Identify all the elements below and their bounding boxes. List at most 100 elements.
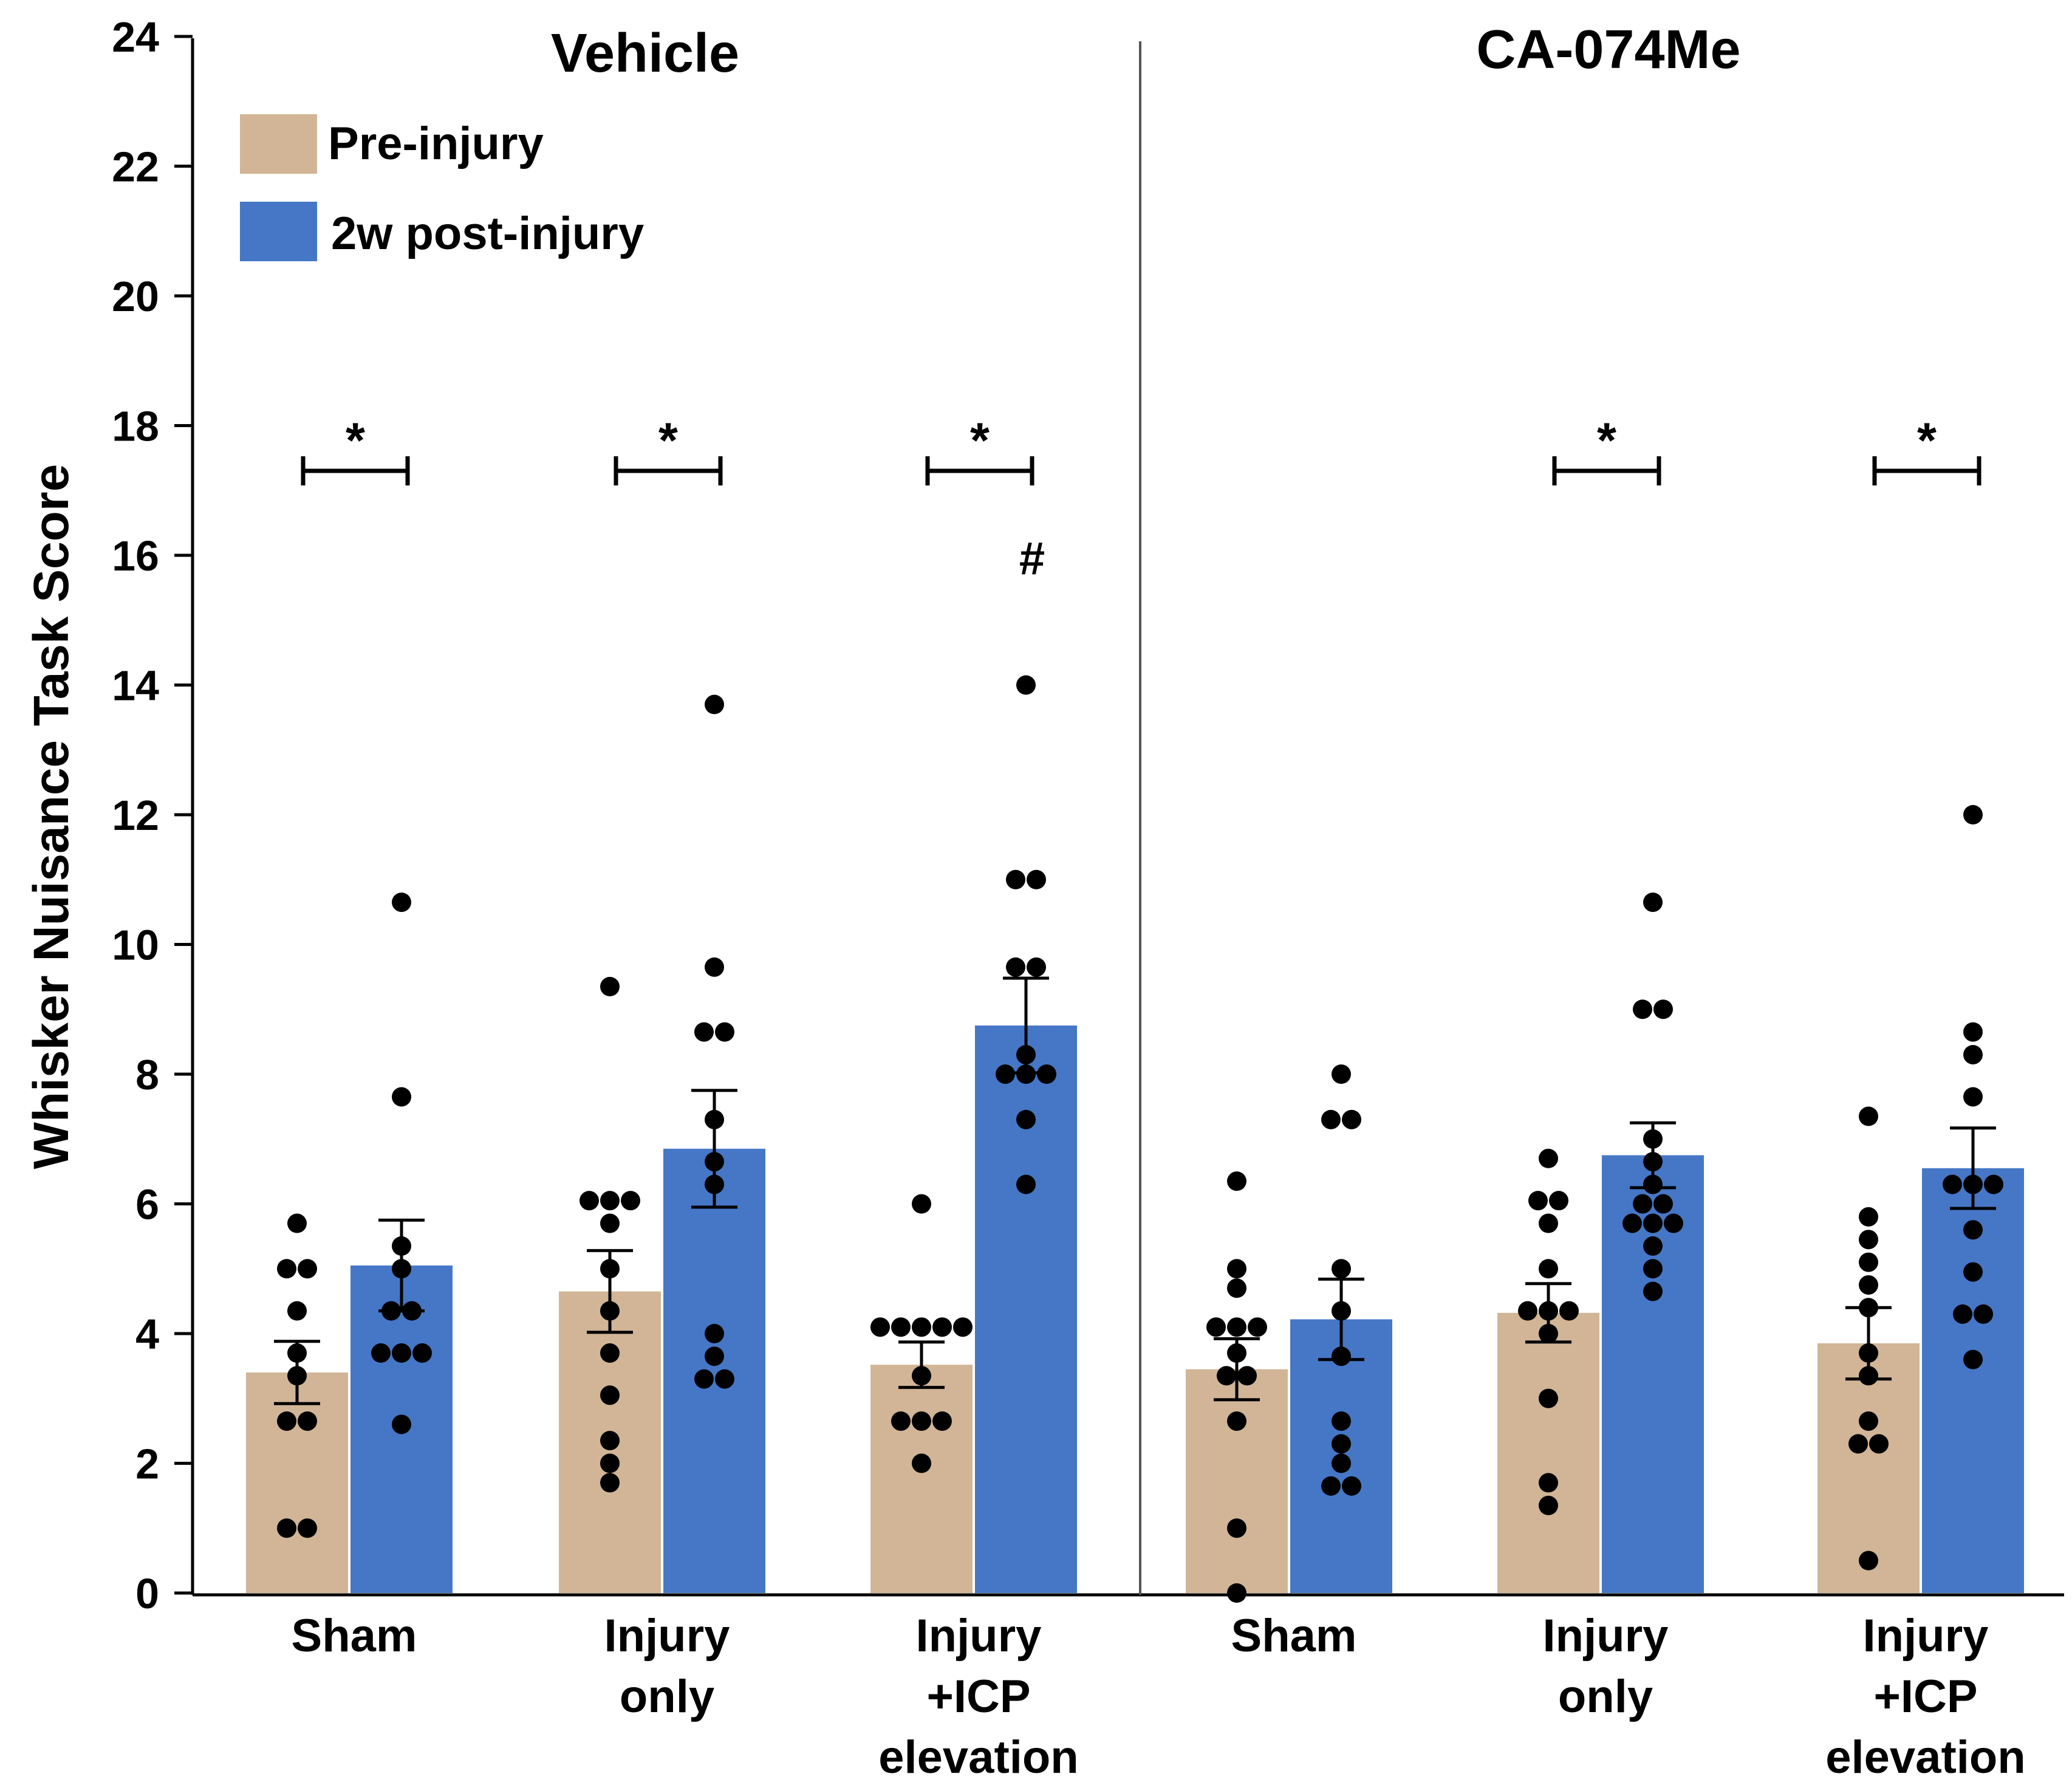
y-tick-label: 4: [135, 1310, 159, 1358]
data-point: [1963, 1044, 1983, 1064]
data-point: [1643, 1236, 1663, 1256]
data-point: [705, 1324, 724, 1343]
data-point: [1974, 1304, 1993, 1324]
data-point: [1963, 1087, 1983, 1107]
data-point: [1984, 1174, 2003, 1194]
y-tick-label: 0: [135, 1570, 159, 1617]
data-point: [1963, 1349, 1983, 1369]
data-point: [298, 1259, 317, 1279]
data-point: [1006, 957, 1025, 977]
data-point: [298, 1411, 317, 1431]
data-point: [1227, 1411, 1246, 1431]
category-label: Injury +ICP elevation: [878, 1610, 1078, 1783]
category-label-line: Sham: [292, 1610, 417, 1662]
data-point: [1206, 1317, 1226, 1337]
data-point: [1633, 999, 1652, 1019]
data-point: [1016, 1109, 1036, 1129]
data-point: [600, 976, 620, 996]
bar-pre-injury: [1497, 1312, 1599, 1593]
data-point: [1227, 1583, 1246, 1603]
data-point: [1227, 1317, 1246, 1337]
data-point: [1848, 1434, 1868, 1454]
data-point: [1643, 1213, 1663, 1233]
data-point: [1539, 1259, 1558, 1279]
y-tick-label: 6: [135, 1181, 159, 1228]
data-point: [1332, 1453, 1351, 1473]
data-point: [1332, 1434, 1351, 1454]
data-point: [1332, 1411, 1351, 1431]
data-point: [1539, 1473, 1558, 1493]
y-tick-label: 20: [112, 273, 159, 320]
y-tick-label: 8: [135, 1051, 159, 1098]
data-point: [1664, 1213, 1683, 1233]
data-point: [392, 1414, 411, 1434]
data-point: [1016, 1174, 1036, 1194]
data-point: [600, 1213, 620, 1233]
data-point: [1549, 1191, 1568, 1211]
y-tick-label: 22: [112, 143, 159, 191]
data-point: [371, 1343, 391, 1363]
data-point: [1217, 1366, 1236, 1386]
legend-label-post: 2w post-injury: [331, 208, 644, 259]
legend-label-pre: Pre-injury: [328, 118, 544, 170]
data-point: [287, 1213, 307, 1233]
y-tick-label: 10: [112, 922, 159, 969]
error-bars-layer: [274, 976, 1996, 1405]
data-point: [1963, 1220, 1983, 1240]
significance-star: *: [658, 413, 678, 468]
bars-layer: [246, 1025, 2024, 1593]
data-point: [705, 957, 724, 977]
data-point: [912, 1411, 931, 1431]
category-labels: Sham Injury only Injury +ICP elevation Sham Inj…: [292, 1610, 2026, 1783]
data-point: [932, 1317, 952, 1337]
data-point: [1953, 1304, 1972, 1324]
data-point: [580, 1191, 599, 1211]
data-point: [1539, 1148, 1558, 1168]
data-point: [694, 1022, 714, 1042]
y-axis-label: Whisker Nuisance Task Score: [24, 464, 79, 1170]
category-label-line: only: [620, 1671, 714, 1722]
hash-marker: #: [1019, 533, 1045, 584]
significance-star: *: [1597, 413, 1616, 468]
category-label-line: only: [1558, 1671, 1653, 1722]
data-point: [1342, 1109, 1361, 1129]
data-point: [1859, 1252, 1878, 1272]
data-point: [694, 1369, 714, 1389]
data-point: [600, 1431, 620, 1451]
data-point: [715, 1369, 734, 1389]
data-point: [1869, 1434, 1889, 1454]
data-point: [1643, 892, 1663, 913]
y-tick-label: 2: [135, 1441, 159, 1488]
category-label: Sham: [1231, 1610, 1357, 1662]
category-label-line: Injury: [916, 1610, 1042, 1662]
data-point: [621, 1191, 640, 1211]
data-point: [600, 1385, 620, 1405]
data-point: [1859, 1550, 1878, 1571]
data-point: [1332, 1064, 1351, 1084]
data-point: [1539, 1213, 1558, 1233]
data-point: [715, 1022, 734, 1042]
data-point: [600, 1453, 620, 1473]
data-point: [932, 1411, 952, 1431]
y-tick-label: 12: [112, 792, 159, 839]
bar-post-injury: [663, 1148, 765, 1593]
category-label: Injury +ICP elevation: [1825, 1610, 2025, 1783]
bar-pre-injury: [870, 1365, 973, 1593]
significance-star: *: [346, 413, 365, 468]
legend: Pre-injury 2w post-injury: [240, 114, 644, 261]
data-point: [953, 1317, 973, 1337]
data-point: [1237, 1366, 1257, 1386]
data-point: [1963, 1022, 1983, 1042]
data-point: [1027, 957, 1046, 977]
data-point: [1943, 1174, 1962, 1194]
data-point: [1859, 1411, 1878, 1431]
data-point: [1248, 1317, 1267, 1337]
data-point: [1539, 1388, 1558, 1408]
data-point: [912, 1453, 931, 1473]
legend-swatch-post: [240, 202, 317, 261]
data-point: [1859, 1230, 1878, 1250]
data-point: [1027, 869, 1046, 889]
data-point: [1227, 1259, 1246, 1279]
